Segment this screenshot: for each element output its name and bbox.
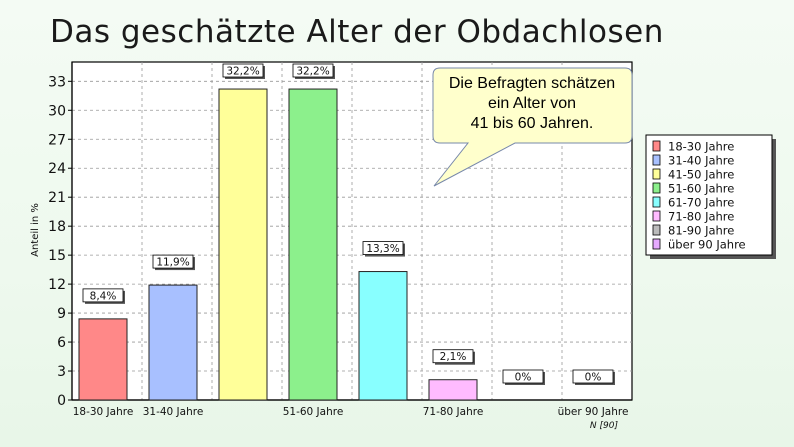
legend-label: 61-70 Jahre bbox=[668, 196, 734, 210]
sample-size-note: N [90] bbox=[590, 421, 619, 431]
y-tick-label: 30 bbox=[48, 103, 66, 119]
data-label: 32,2% bbox=[226, 66, 259, 78]
y-tick-label: 33 bbox=[48, 74, 66, 90]
legend-label: 31-40 Jahre bbox=[668, 154, 734, 168]
y-tick-label: 27 bbox=[48, 132, 66, 148]
data-label-box bbox=[222, 63, 264, 78]
legend-label: 41-50 Jahre bbox=[668, 168, 734, 182]
bar bbox=[288, 88, 338, 401]
x-tick-label: 51-60 Jahre bbox=[283, 406, 344, 418]
y-tick-label: 0 bbox=[57, 393, 66, 409]
data-label-box bbox=[82, 288, 124, 303]
legend-box bbox=[645, 134, 773, 256]
callout-line: Die Befragten schätzen bbox=[448, 75, 616, 92]
data-label: 0% bbox=[585, 372, 602, 384]
legend-label: 81-90 Jahre bbox=[668, 224, 734, 238]
data-label: 8,4% bbox=[90, 290, 117, 302]
x-tick-label: über 90 Jahre bbox=[558, 406, 629, 418]
data-label-box bbox=[502, 369, 544, 384]
x-tick-label: 31-40 Jahre bbox=[143, 406, 204, 418]
y-tick-label: 9 bbox=[57, 306, 66, 322]
y-tick-label: 21 bbox=[48, 190, 66, 206]
legend-swatch bbox=[652, 210, 661, 222]
bar bbox=[218, 88, 268, 401]
legend-swatch bbox=[652, 196, 661, 208]
legend-swatch bbox=[652, 224, 661, 236]
bar bbox=[148, 284, 198, 401]
x-tick-label: 71-80 Jahre bbox=[423, 406, 484, 418]
callout-line: 41 bis 60 Jahren. bbox=[470, 115, 594, 132]
y-tick-label: 15 bbox=[48, 248, 66, 264]
y-tick-label: 6 bbox=[57, 335, 66, 351]
data-label: 13,3% bbox=[366, 243, 399, 255]
data-label: 2,1% bbox=[440, 351, 467, 363]
page-title: Das geschätzte Alter der Obdachlosen bbox=[50, 14, 664, 50]
bar bbox=[428, 379, 478, 401]
y-tick-label: 24 bbox=[48, 161, 66, 177]
data-label-box bbox=[432, 349, 474, 364]
legend-swatch bbox=[652, 182, 661, 194]
data-label-box bbox=[362, 241, 404, 255]
data-label-box bbox=[292, 63, 334, 78]
x-tick-label: 18-30 Jahre bbox=[73, 406, 134, 418]
legend-label: 18-30 Jahre bbox=[668, 140, 734, 154]
bar bbox=[78, 318, 128, 401]
data-label-box bbox=[572, 369, 614, 384]
callout-line: ein Alter von bbox=[487, 95, 577, 112]
data-label: 11,9% bbox=[156, 257, 189, 269]
legend-swatch bbox=[652, 140, 661, 152]
legend-swatch bbox=[652, 238, 661, 250]
data-label: 32,2% bbox=[296, 66, 329, 78]
legend-label: 71-80 Jahre bbox=[668, 210, 734, 224]
callout-annotation: Die Befragten schätzen ein Alter von 41 … bbox=[432, 74, 632, 134]
data-label: 0% bbox=[515, 372, 532, 384]
bar bbox=[358, 271, 408, 401]
legend-swatch bbox=[652, 168, 661, 180]
legend-label: über 90 Jahre bbox=[668, 238, 746, 252]
legend-swatch bbox=[652, 154, 661, 166]
legend-label: 51-60 Jahre bbox=[668, 182, 734, 196]
y-axis-label: Anteil in % bbox=[30, 203, 41, 257]
callout-bubble bbox=[432, 67, 633, 187]
y-tick-label: 18 bbox=[48, 219, 66, 235]
y-tick-label: 12 bbox=[48, 277, 66, 293]
data-label-box bbox=[152, 254, 194, 269]
y-tick-label: 3 bbox=[57, 364, 66, 380]
